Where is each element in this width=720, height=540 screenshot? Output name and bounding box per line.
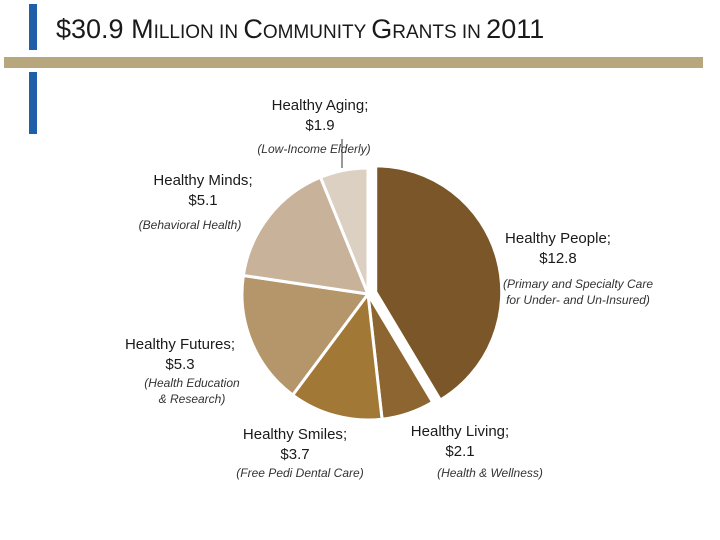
- slice-name: Healthy People;: [505, 230, 611, 247]
- pie-slice-healthy-smiles: [291, 292, 384, 422]
- slice-value: $2.1: [445, 442, 475, 460]
- side-accent-bar: [29, 72, 37, 134]
- slice-label-healthy-minds: Healthy Minds; $5.1: [153, 171, 252, 210]
- slice-name: Healthy Aging;: [271, 97, 369, 114]
- slice-sublabel: (Free Pedi Dental Care): [236, 466, 364, 480]
- title-segment: ILLION IN: [153, 22, 244, 43]
- slice-sublabel-healthy-aging: (Low-Income Elderly): [257, 141, 370, 157]
- slice-label-healthy-people: Healthy People; $12.8: [505, 229, 611, 268]
- title-segment: C: [243, 14, 263, 44]
- pie-slice-healthy-minds: [241, 175, 370, 296]
- slice-value: $12.8: [539, 249, 577, 267]
- slice-sublabel: (Behavioral Health): [138, 218, 242, 232]
- slice-sublabel: (Health Education & Research): [144, 376, 240, 407]
- slice-label-healthy-living: Healthy Living; $2.1: [411, 422, 509, 461]
- title-segment: G: [371, 14, 393, 44]
- slice-name: Healthy Smiles;: [242, 426, 348, 443]
- title-segment: OMMUNITY: [262, 22, 372, 43]
- slide-title: $30.9 MILLION IN COMMUNITY GRANTS IN 201…: [56, 14, 544, 45]
- slice-value: $5.1: [188, 191, 218, 209]
- slice-sublabel: (Health & Wellness): [437, 466, 543, 480]
- pie-slice-healthy-aging: [319, 166, 370, 296]
- slice-label-healthy-futures: Healthy Futures; $5.3: [125, 335, 235, 374]
- slice-name: Healthy Futures;: [124, 336, 236, 353]
- pie-slice-healthy-people: [374, 164, 504, 402]
- title-segment: M: [131, 14, 154, 44]
- title-segment: RANTS IN: [392, 22, 487, 43]
- title-rule: [4, 57, 703, 68]
- title-segment: $30.9: [56, 14, 132, 44]
- slice-name: Healthy Minds;: [153, 172, 253, 189]
- slice-value: $5.3: [165, 355, 195, 373]
- slice-label-healthy-smiles: Healthy Smiles; $3.7: [243, 425, 347, 464]
- slice-sublabel: (Low-Income Elderly): [257, 142, 371, 156]
- slice-label-healthy-aging: Healthy Aging; $1.9: [272, 96, 369, 135]
- slice-sublabel-healthy-minds: (Behavioral Health): [139, 217, 242, 233]
- slice-value: $1.9: [305, 116, 335, 134]
- slice-value: $3.7: [280, 445, 310, 463]
- slice-sublabel-healthy-people: (Primary and Specialty Care for Under- a…: [503, 276, 653, 308]
- pie-slices: [240, 164, 504, 422]
- slice-sublabel-healthy-living: (Health & Wellness): [437, 465, 543, 481]
- title-segment: 2011: [486, 14, 545, 44]
- slice-name: Healthy Living;: [410, 423, 510, 440]
- slice-sublabel-healthy-futures: (Health Education & Research): [144, 375, 239, 407]
- pie-slice-healthy-futures: [240, 273, 370, 397]
- title-accent-bar: [29, 4, 37, 50]
- slice-sublabel: (Primary and Specialty Care for Under- a…: [502, 277, 654, 308]
- slice-sublabel-healthy-smiles: (Free Pedi Dental Care): [236, 465, 363, 481]
